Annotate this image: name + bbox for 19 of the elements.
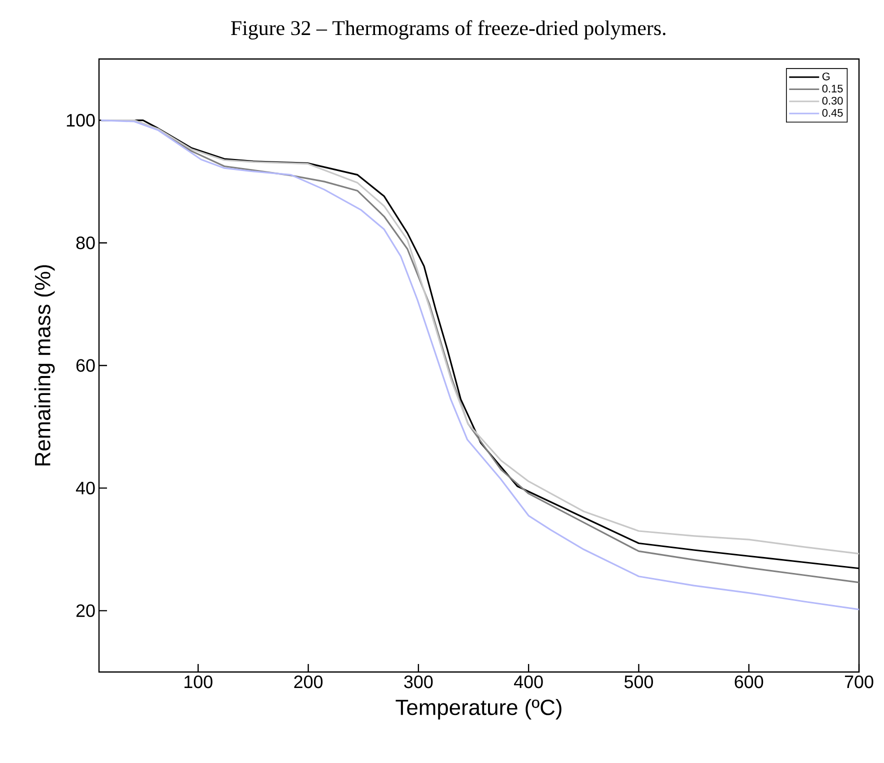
chart-title: Figure 32 – Thermograms of freeze-dried polymers. <box>231 20 666 40</box>
x-tick-label: 700 <box>844 675 874 688</box>
y-axis-title: Remaining mass (%) <box>34 265 55 466</box>
x-tick-label: 300 <box>404 675 433 688</box>
y-tick-label: 100 <box>66 114 95 127</box>
y-tick-label: 20 <box>76 604 95 618</box>
y-tick-label: 60 <box>76 359 95 372</box>
x-axis-title: Temperature (ºC) <box>396 699 562 720</box>
x-tick-label: 100 <box>184 675 212 688</box>
y-tick-label: 40 <box>76 482 95 494</box>
legend-label: 0.30 <box>822 96 843 105</box>
x-tick-label: 500 <box>624 675 653 688</box>
x-tick-label: 200 <box>294 675 323 688</box>
x-tick-label: 400 <box>514 675 543 688</box>
y-tick-label: 80 <box>76 236 95 250</box>
x-tick-label: 600 <box>734 675 764 688</box>
legend-label: G <box>822 72 830 80</box>
legend-label: 0.45 <box>822 108 843 117</box>
legend-label: 0.15 <box>822 84 843 92</box>
